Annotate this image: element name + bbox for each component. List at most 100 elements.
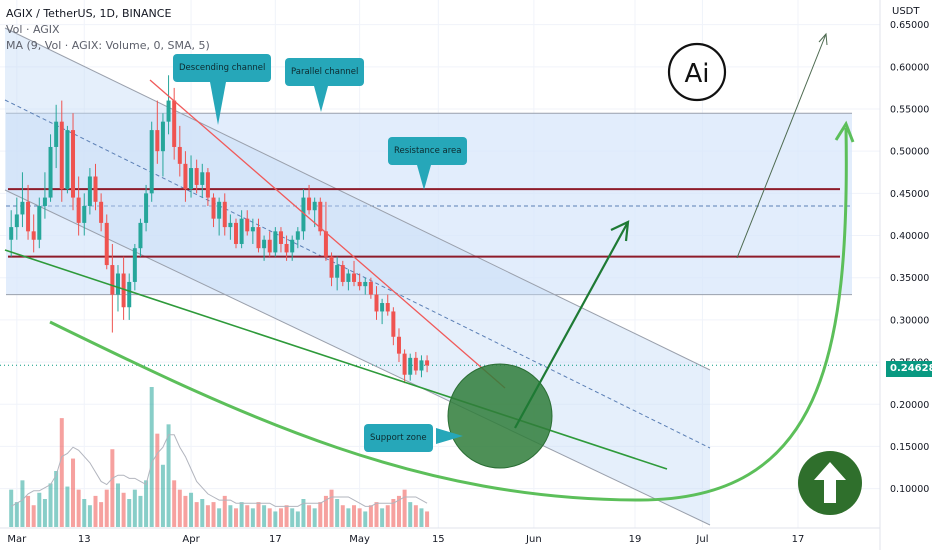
volume-bar	[380, 508, 385, 527]
y-tick-label: 0.20000	[890, 400, 929, 411]
candle-body	[149, 130, 154, 194]
volume-bar	[104, 489, 109, 527]
volume-bar	[149, 387, 154, 527]
volume-bar	[194, 502, 199, 527]
candle-body	[132, 248, 137, 282]
candle-body	[189, 168, 194, 190]
candle-body	[48, 146, 53, 198]
ai-logo-text: Ai	[684, 59, 709, 89]
descending-channel-top	[4, 27, 711, 371]
callout-descending-channel[interactable]: Descending channel	[173, 54, 272, 82]
candle-body	[183, 163, 188, 190]
volume-bar	[368, 505, 373, 527]
volume-bar	[245, 505, 250, 527]
volume-bar	[357, 508, 362, 527]
legend-symbol[interactable]: AGIX / TetherUS, 1D, BINANCE	[6, 7, 172, 20]
candle-body	[301, 197, 306, 232]
volume-bar	[273, 511, 278, 527]
x-tick-label: 15	[432, 534, 445, 545]
x-tick-label: Jun	[525, 534, 542, 545]
candle-body	[318, 201, 323, 232]
candle-body	[104, 222, 109, 266]
candle-body	[20, 201, 25, 215]
candle-body	[82, 206, 87, 223]
candle-body	[194, 168, 199, 185]
x-tick-label: 13	[78, 534, 91, 545]
volume-bar	[290, 508, 295, 527]
volume-bar	[295, 511, 300, 527]
candle-body	[14, 214, 19, 228]
candle-body	[59, 121, 64, 190]
legend-ma[interactable]: MA (9, Vol · AGIX: Volume, 0, SMA, 5)	[6, 39, 210, 52]
candle-body	[368, 281, 373, 295]
projection-arrowhead-dark	[610, 220, 630, 242]
callout-parallel-channel[interactable]: Parallel channel	[285, 58, 365, 86]
candle-body	[290, 239, 295, 253]
volume-bar	[250, 508, 255, 527]
candle-body	[222, 201, 227, 228]
candle-body	[172, 100, 177, 147]
volume-bar	[177, 489, 182, 527]
candle-body	[121, 273, 126, 308]
candle-body	[127, 281, 132, 308]
y-tick-label: 0.15000	[890, 442, 929, 453]
candle-body	[413, 357, 418, 371]
volume-bar	[14, 502, 19, 527]
candle-body	[256, 227, 261, 249]
volume-bar	[425, 511, 430, 527]
candle-body	[363, 281, 368, 287]
candle-body	[71, 130, 76, 198]
candle-body	[211, 197, 216, 219]
volume-bar	[127, 499, 132, 527]
candle-body	[54, 121, 59, 147]
candle-body	[217, 201, 222, 219]
volume-bar	[335, 499, 340, 527]
volume-bar	[346, 508, 351, 527]
volume-bar	[48, 483, 53, 527]
volume-bar	[93, 495, 98, 527]
x-tick-label: 19	[629, 534, 642, 545]
volume-ma-line	[10, 434, 428, 507]
volume-bar	[54, 471, 59, 527]
candle-body	[396, 336, 401, 354]
candle-body	[76, 197, 81, 223]
candle-body	[234, 222, 238, 244]
volume-bar	[205, 505, 210, 527]
callout-support-zone[interactable]: Support zone	[364, 424, 433, 452]
y-tick-label: 0.60000	[890, 62, 929, 73]
candle-body	[42, 197, 47, 207]
volume-bar	[234, 508, 238, 527]
volume-bar	[87, 505, 92, 527]
candle-body	[352, 273, 357, 282]
callout-resistance-area[interactable]: Resistance area	[388, 137, 468, 165]
volume-bar	[307, 505, 312, 527]
candle-body	[419, 360, 424, 371]
legend-volume[interactable]: Vol · AGIX	[6, 23, 60, 36]
candle-body	[262, 239, 267, 249]
candle-body	[160, 121, 165, 152]
volume-bar	[284, 505, 289, 527]
projection-arrow-dark	[514, 221, 629, 429]
candle-body	[26, 201, 31, 232]
volume-bar	[200, 499, 205, 527]
candle-body	[177, 146, 182, 164]
candle-body	[408, 357, 413, 375]
volume-bar	[222, 495, 227, 527]
volume-bar	[340, 505, 345, 527]
candle-body	[425, 360, 430, 366]
candle-body	[323, 231, 328, 257]
callout-pointer-descending	[210, 82, 226, 125]
volume-bar	[155, 433, 160, 527]
y-tick-label: 0.30000	[890, 315, 929, 326]
volume-bar	[160, 464, 165, 527]
candle-body	[31, 231, 36, 240]
volume-bar	[402, 489, 407, 527]
candle-body	[110, 265, 115, 295]
callout-pointer-parallel	[314, 86, 328, 112]
chart-legend: AGIX / TetherUS, 1D, BINANCE Vol · AGIX …	[6, 6, 210, 54]
y-tick-label: 0.40000	[890, 231, 929, 242]
volume-bar	[59, 418, 64, 527]
cup-arc	[49, 127, 848, 502]
